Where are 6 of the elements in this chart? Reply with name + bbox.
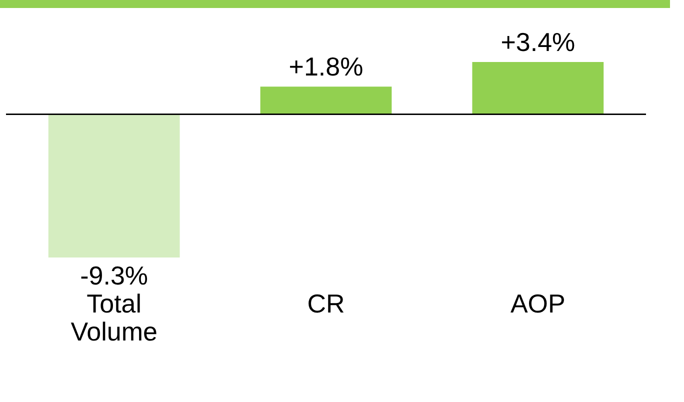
x-tick-label: AOP [510, 288, 566, 318]
data-label: +3.4% [500, 27, 576, 58]
data-label: -9.3% [80, 260, 148, 291]
x-tick-label: Total Volume [70, 288, 158, 346]
data-label: +1.8% [288, 52, 364, 82]
x-tick-label: CR [307, 288, 345, 318]
